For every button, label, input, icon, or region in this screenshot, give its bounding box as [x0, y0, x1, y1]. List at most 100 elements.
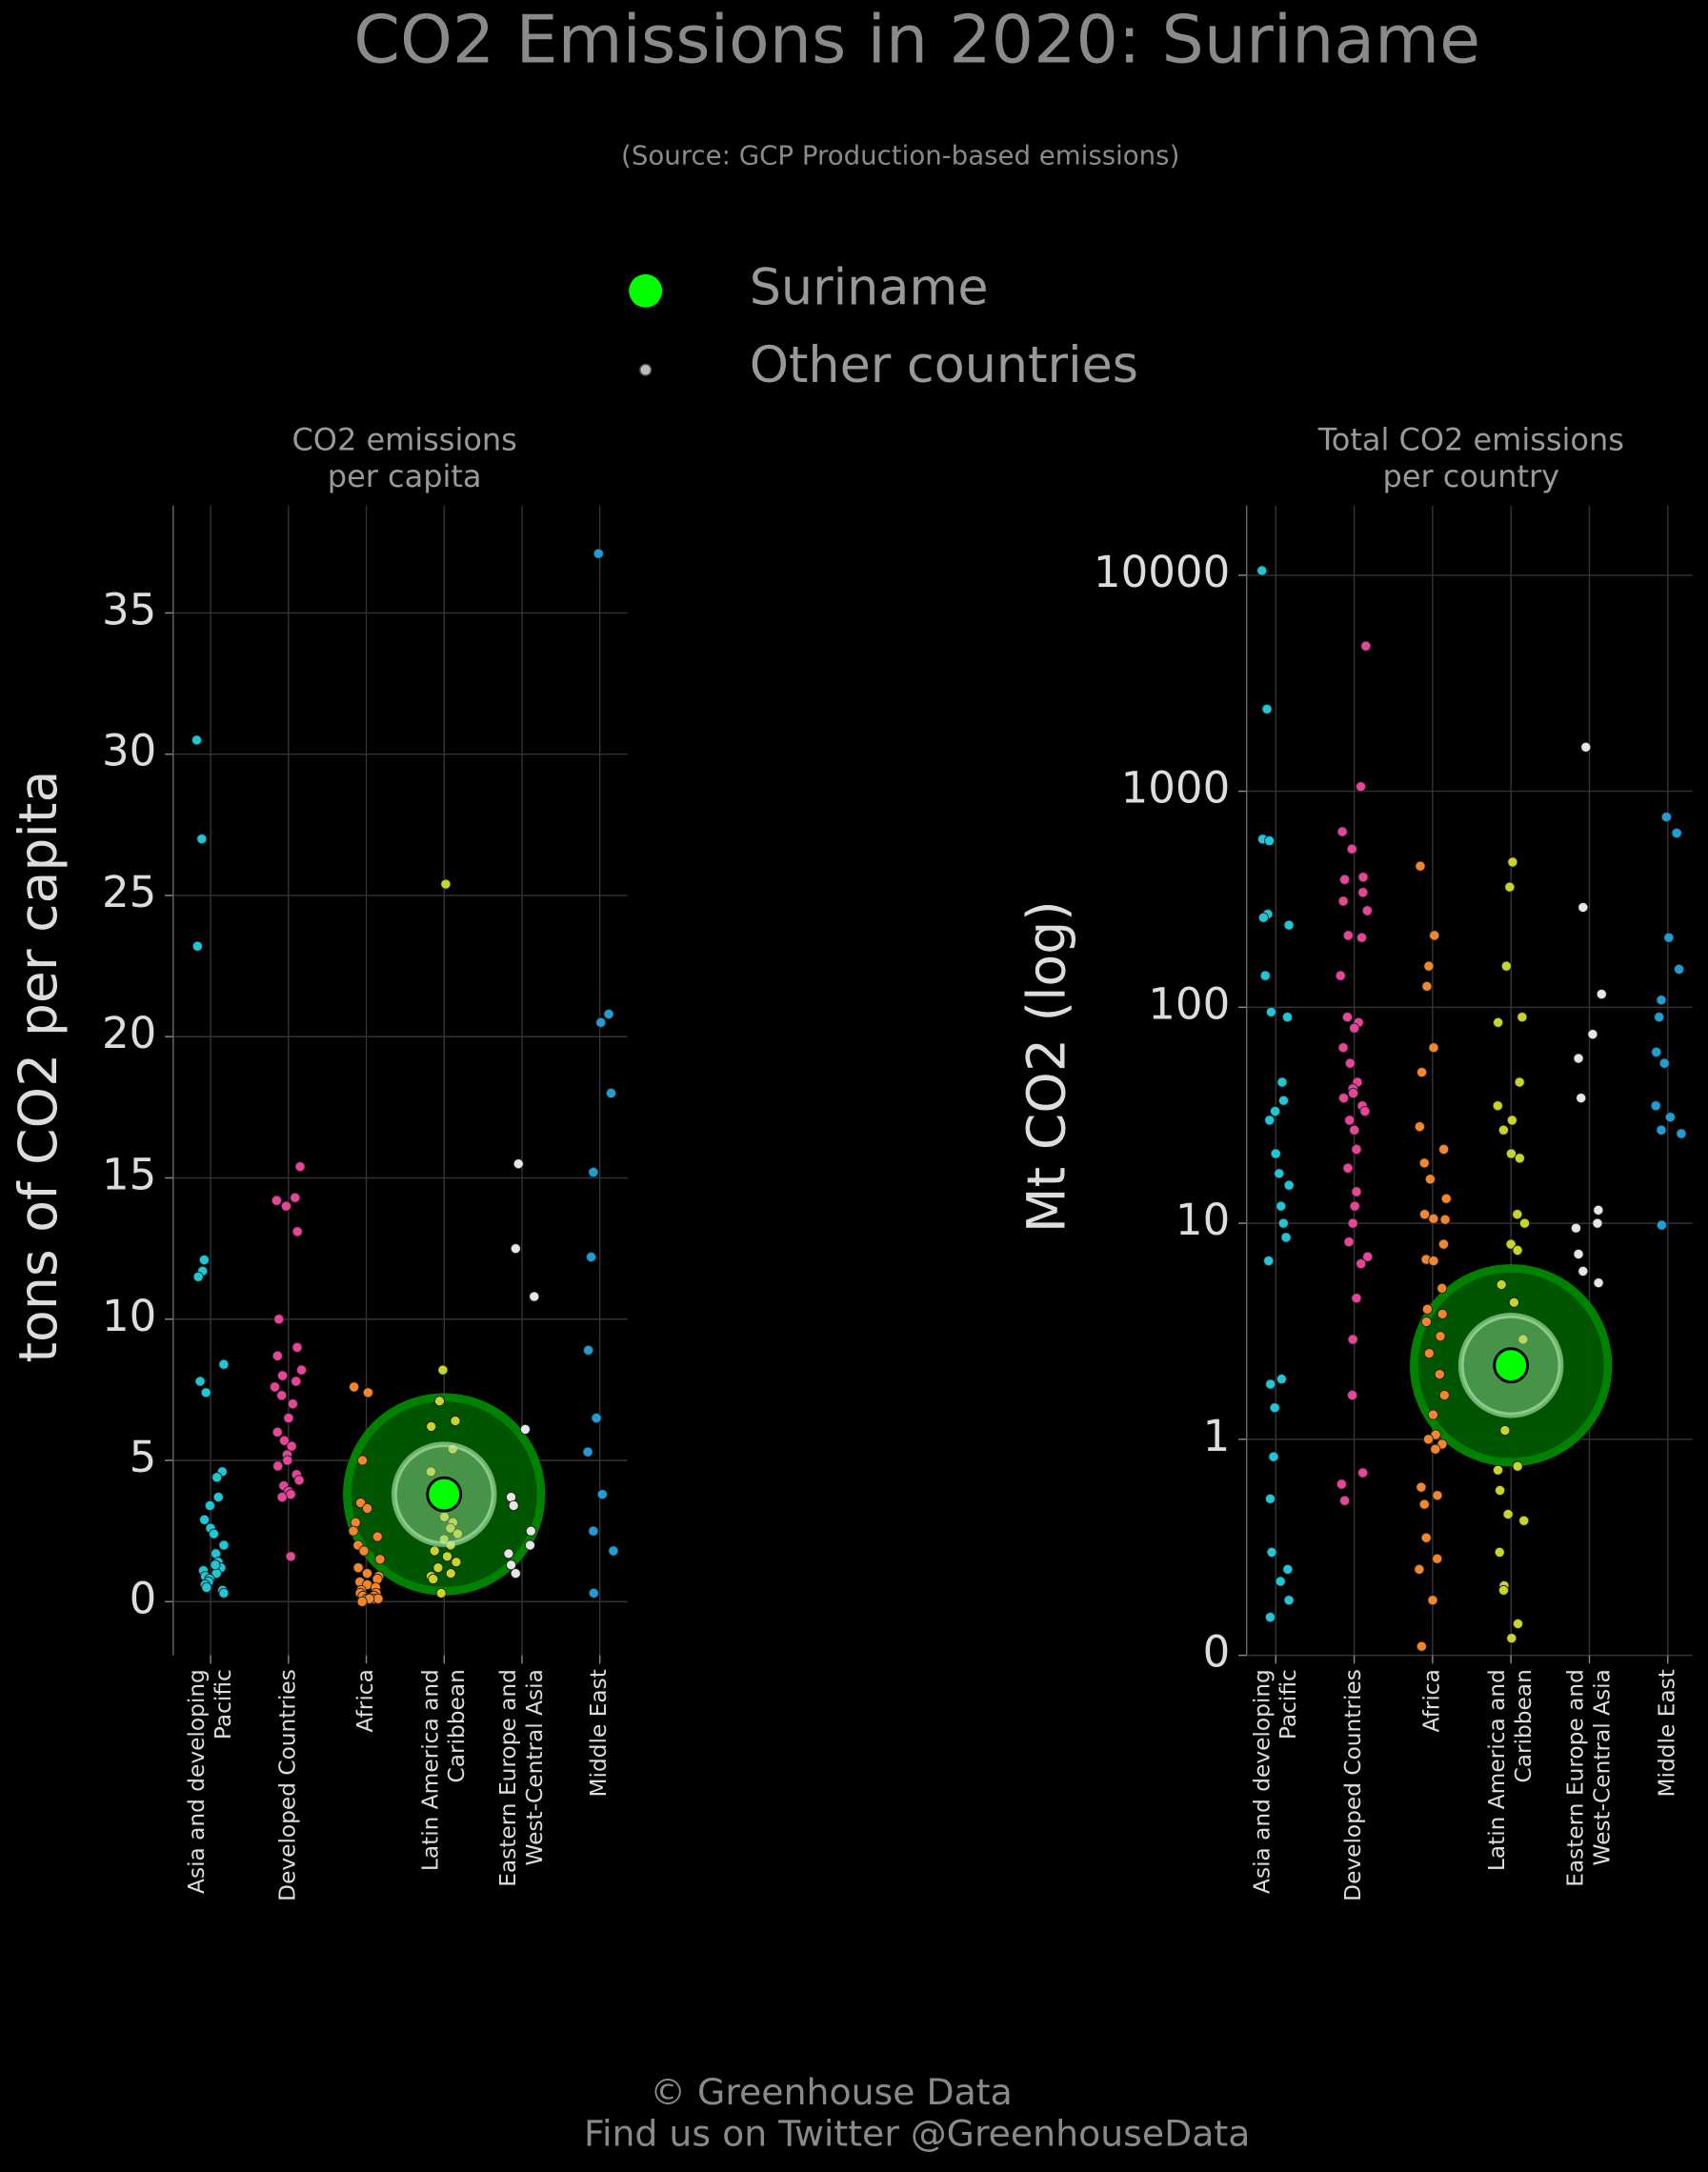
data-point: [1415, 860, 1426, 872]
x-tick-label: Latin America andCaribbean: [1484, 1669, 1537, 1871]
data-point: [1576, 1093, 1587, 1104]
data-point: [1277, 1217, 1289, 1229]
data-point: [1420, 1532, 1432, 1543]
data-point: [1432, 1553, 1443, 1564]
data-point: [282, 1455, 293, 1466]
y-tick-label: 1: [1203, 1411, 1231, 1461]
data-point: [1349, 1124, 1360, 1136]
data-point: [1664, 1112, 1676, 1123]
data-point: [1497, 1584, 1509, 1596]
data-point: [1650, 1100, 1661, 1112]
data-point: [1428, 1213, 1439, 1224]
data-point: [1264, 1115, 1276, 1126]
data-point: [1428, 1042, 1439, 1054]
data-point: [605, 1088, 617, 1099]
data-point: [1593, 1277, 1604, 1289]
data-point: [1656, 1219, 1667, 1231]
data-point: [1577, 901, 1589, 914]
data-point: [273, 1314, 285, 1325]
data-point: [280, 1200, 291, 1212]
y-tick-label: 30: [102, 726, 156, 776]
legend-marker: [629, 273, 663, 308]
data-point: [291, 1226, 303, 1237]
data-point: [452, 1528, 464, 1539]
data-point: [1570, 1222, 1581, 1234]
data-point: [1505, 1238, 1517, 1250]
data-point: [209, 1528, 220, 1539]
data-point: [1671, 827, 1682, 839]
x-tick-label: Developed Countries: [274, 1669, 300, 1901]
data-point: [218, 1358, 230, 1370]
y-tick-label: 25: [102, 867, 156, 917]
data-point: [1517, 1334, 1529, 1345]
data-point: [1414, 1121, 1425, 1133]
data-point: [432, 1562, 444, 1574]
data-point: [1343, 1237, 1355, 1248]
data-point: [1276, 1076, 1288, 1088]
data-point: [1337, 1093, 1350, 1104]
data-point: [1514, 1153, 1525, 1164]
data-point: [196, 834, 208, 845]
data-point: [1361, 905, 1373, 916]
data-point: [588, 1525, 599, 1537]
x-tick-label: Asia and developingPacific: [1249, 1669, 1301, 1894]
data-point: [1270, 1105, 1281, 1117]
data-point: [1264, 835, 1276, 847]
x-tick-label: Middle East: [1654, 1669, 1679, 1797]
y-axis-label: tons of CO2 per capita: [9, 771, 70, 1363]
data-point: [1357, 1467, 1369, 1478]
y-tick-label: 0: [130, 1573, 157, 1623]
data-point: [271, 1350, 283, 1361]
data-point: [191, 734, 203, 746]
data-point: [608, 1545, 619, 1557]
data-point: [451, 1557, 462, 1568]
data-point: [1418, 1498, 1430, 1510]
data-point: [1423, 960, 1435, 972]
data-point: [1580, 741, 1592, 753]
y-tick-label: 0: [1203, 1627, 1231, 1678]
data-point: [1256, 565, 1268, 576]
data-point: [510, 1568, 521, 1579]
data-point: [1362, 1251, 1374, 1262]
data-point: [1276, 1200, 1287, 1212]
data-point: [1277, 1095, 1289, 1106]
data-point: [529, 1291, 540, 1302]
data-point: [361, 1568, 373, 1579]
data-point: [1573, 1248, 1584, 1259]
y-tick-label: 100: [1148, 978, 1230, 1029]
data-point: [1427, 1409, 1438, 1420]
data-point: [425, 1466, 436, 1478]
data-point: [1421, 980, 1433, 992]
data-point: [1265, 1006, 1276, 1017]
data-point: [285, 1551, 296, 1562]
data-point: [279, 1435, 291, 1446]
data-point: [357, 1455, 369, 1466]
y-tick-label: 20: [102, 1008, 156, 1058]
data-point: [586, 1251, 597, 1263]
legend-label: Other countries: [750, 336, 1138, 394]
data-point: [1500, 960, 1512, 972]
data-point: [1337, 1042, 1349, 1054]
data-point: [1512, 1460, 1523, 1472]
data-point: [437, 1364, 449, 1376]
data-point: [355, 1497, 367, 1509]
data-point: [372, 1593, 384, 1604]
data-point: [1514, 1076, 1525, 1088]
data-point: [1596, 989, 1607, 1000]
data-point: [356, 1596, 368, 1607]
data-point: [294, 1161, 306, 1173]
data-point: [1438, 1143, 1450, 1155]
data-point: [1349, 1200, 1360, 1212]
highlight-point: [426, 1476, 463, 1513]
data-point: [272, 1460, 284, 1472]
data-point: [1420, 1316, 1432, 1328]
data-point: [1357, 872, 1369, 883]
data-point: [1499, 1424, 1511, 1437]
y-tick-label: 10: [102, 1291, 156, 1341]
data-point: [358, 1545, 370, 1557]
data-point: [1283, 1595, 1295, 1606]
data-point: [1439, 1214, 1451, 1225]
data-point: [1435, 1331, 1446, 1342]
data-point: [1259, 970, 1271, 981]
data-point: [1427, 1595, 1438, 1606]
